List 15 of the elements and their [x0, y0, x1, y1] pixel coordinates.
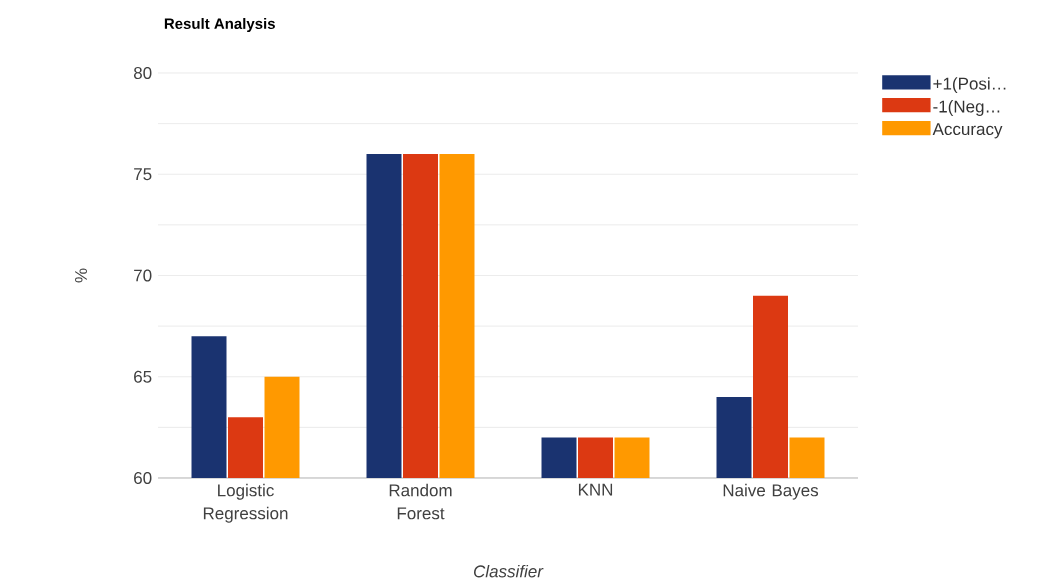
y-tick-label: 80: [133, 66, 152, 79]
y-tick-label: 65: [134, 370, 152, 383]
legend-label: -1(Neg…: [933, 100, 1000, 116]
x-tick-label: Random Forest: [389, 483, 452, 520]
y-axis-title: %: [75, 268, 87, 283]
legend-label: Accuracy: [932, 123, 1003, 139]
y-tick-label: 70: [134, 269, 152, 282]
x-tick-label: Naive Bayes: [723, 483, 819, 500]
x-tick-label: KNN: [578, 483, 613, 496]
legend-label: +1(Posi…: [933, 77, 1006, 94]
y-tick-label: 60: [134, 471, 152, 484]
y-tick-label: 75: [134, 168, 152, 181]
x-axis-title: Classifier: [474, 564, 544, 578]
x-tick-label: Logistic Regression: [203, 483, 288, 523]
chart-title: Result Analysis: [164, 17, 275, 32]
